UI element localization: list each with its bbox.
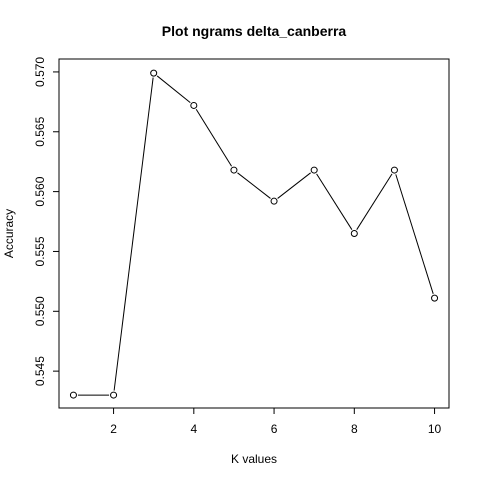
x-tick-label: 8 xyxy=(351,422,358,436)
chart-title: Plot ngrams delta_canberra xyxy=(162,23,347,39)
plot-frame xyxy=(58,58,450,409)
x-tick-label: 10 xyxy=(428,422,442,436)
series-line-segment xyxy=(356,173,393,230)
y-tick-label: 0.550 xyxy=(33,296,47,326)
data-point xyxy=(69,391,77,399)
y-axis-label: Accuracy xyxy=(2,209,16,258)
data-point xyxy=(390,166,398,174)
y-tick-label: 0.560 xyxy=(33,176,47,206)
x-tick-label: 4 xyxy=(190,422,197,436)
data-point xyxy=(270,197,278,205)
data-point xyxy=(431,294,439,302)
x-axis-label: K values xyxy=(231,452,277,466)
data-point xyxy=(230,166,238,174)
series-line-segment xyxy=(277,172,311,199)
data-point xyxy=(150,69,158,77)
data-point xyxy=(110,391,118,399)
y-axis: 0.545 0.550 0.555 0.560 0.565 0.570 xyxy=(33,57,59,386)
x-tick-label: 6 xyxy=(271,422,278,436)
series-line-segment xyxy=(195,108,232,167)
y-tick-label: 0.565 xyxy=(33,116,47,146)
series-line-segment xyxy=(113,77,154,391)
data-point xyxy=(310,166,318,174)
x-axis: 2 4 6 8 10 xyxy=(110,408,442,436)
series xyxy=(69,69,439,399)
y-tick-label: 0.545 xyxy=(33,356,47,386)
data-point xyxy=(190,101,198,109)
y-tick-label: 0.555 xyxy=(33,236,47,266)
data-point xyxy=(350,230,358,237)
series-line-segment xyxy=(237,172,271,199)
series-line-segment xyxy=(395,174,434,294)
y-tick-label: 0.570 xyxy=(33,57,47,87)
x-tick-label: 2 xyxy=(110,422,117,436)
series-line-segment xyxy=(316,173,353,230)
series-line-segment xyxy=(156,75,191,104)
